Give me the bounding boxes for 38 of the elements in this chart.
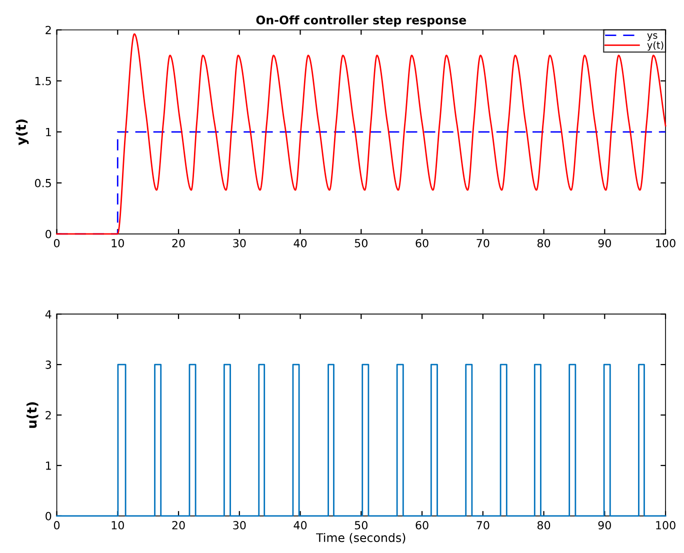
legend-label: y(t) xyxy=(647,41,664,51)
x-tick-label: 10 xyxy=(112,521,124,530)
y-tick-label: 1.5 xyxy=(35,76,51,86)
y-tick-label: 3 xyxy=(46,360,52,369)
x-tick-label: 0 xyxy=(54,521,60,530)
x-tick-label: 50 xyxy=(354,238,368,248)
x-tick-label: 30 xyxy=(233,238,246,248)
x-tick-label: 70 xyxy=(476,521,490,530)
x-tick-label: 50 xyxy=(354,521,368,530)
y-tick-label: 1 xyxy=(46,462,51,470)
y-tick-label: 4 xyxy=(45,310,52,318)
x-tick-label: 80 xyxy=(537,521,550,530)
x-tick-label: 60 xyxy=(416,521,428,530)
x-tick-label: 40 xyxy=(294,521,307,530)
x-axis-title: Time (seconds) xyxy=(316,532,406,544)
y-tick-label: 0.5 xyxy=(34,178,51,188)
y-axis-title: y(t) xyxy=(16,120,29,146)
x-tick-label: 80 xyxy=(537,238,550,248)
chart-title: On-Off controller step response xyxy=(256,15,466,27)
x-tick-label: 20 xyxy=(172,521,185,530)
x-tick-label: 100 xyxy=(656,521,676,530)
y-tick-label: 0 xyxy=(46,512,52,520)
x-tick-label: 30 xyxy=(233,521,246,530)
x-tick-label: 70 xyxy=(476,238,490,248)
x-tick-label: 20 xyxy=(172,238,185,248)
legend-label: ys xyxy=(647,33,658,41)
x-tick-label: 90 xyxy=(598,521,611,530)
x-tick-label: 60 xyxy=(416,238,428,248)
y-tick-label: 2 xyxy=(46,411,51,420)
y-tick-label: 2 xyxy=(46,26,51,34)
x-tick-label: 90 xyxy=(598,238,611,248)
x-tick-label: 100 xyxy=(656,238,676,248)
y-tick-label: 0 xyxy=(46,230,52,238)
x-tick-label: 40 xyxy=(294,238,307,248)
x-tick-label: 10 xyxy=(112,238,124,248)
x-tick-label: 0 xyxy=(54,238,60,248)
y-axis-title: u(t) xyxy=(26,402,38,428)
y-tick-label: 1 xyxy=(46,128,51,136)
